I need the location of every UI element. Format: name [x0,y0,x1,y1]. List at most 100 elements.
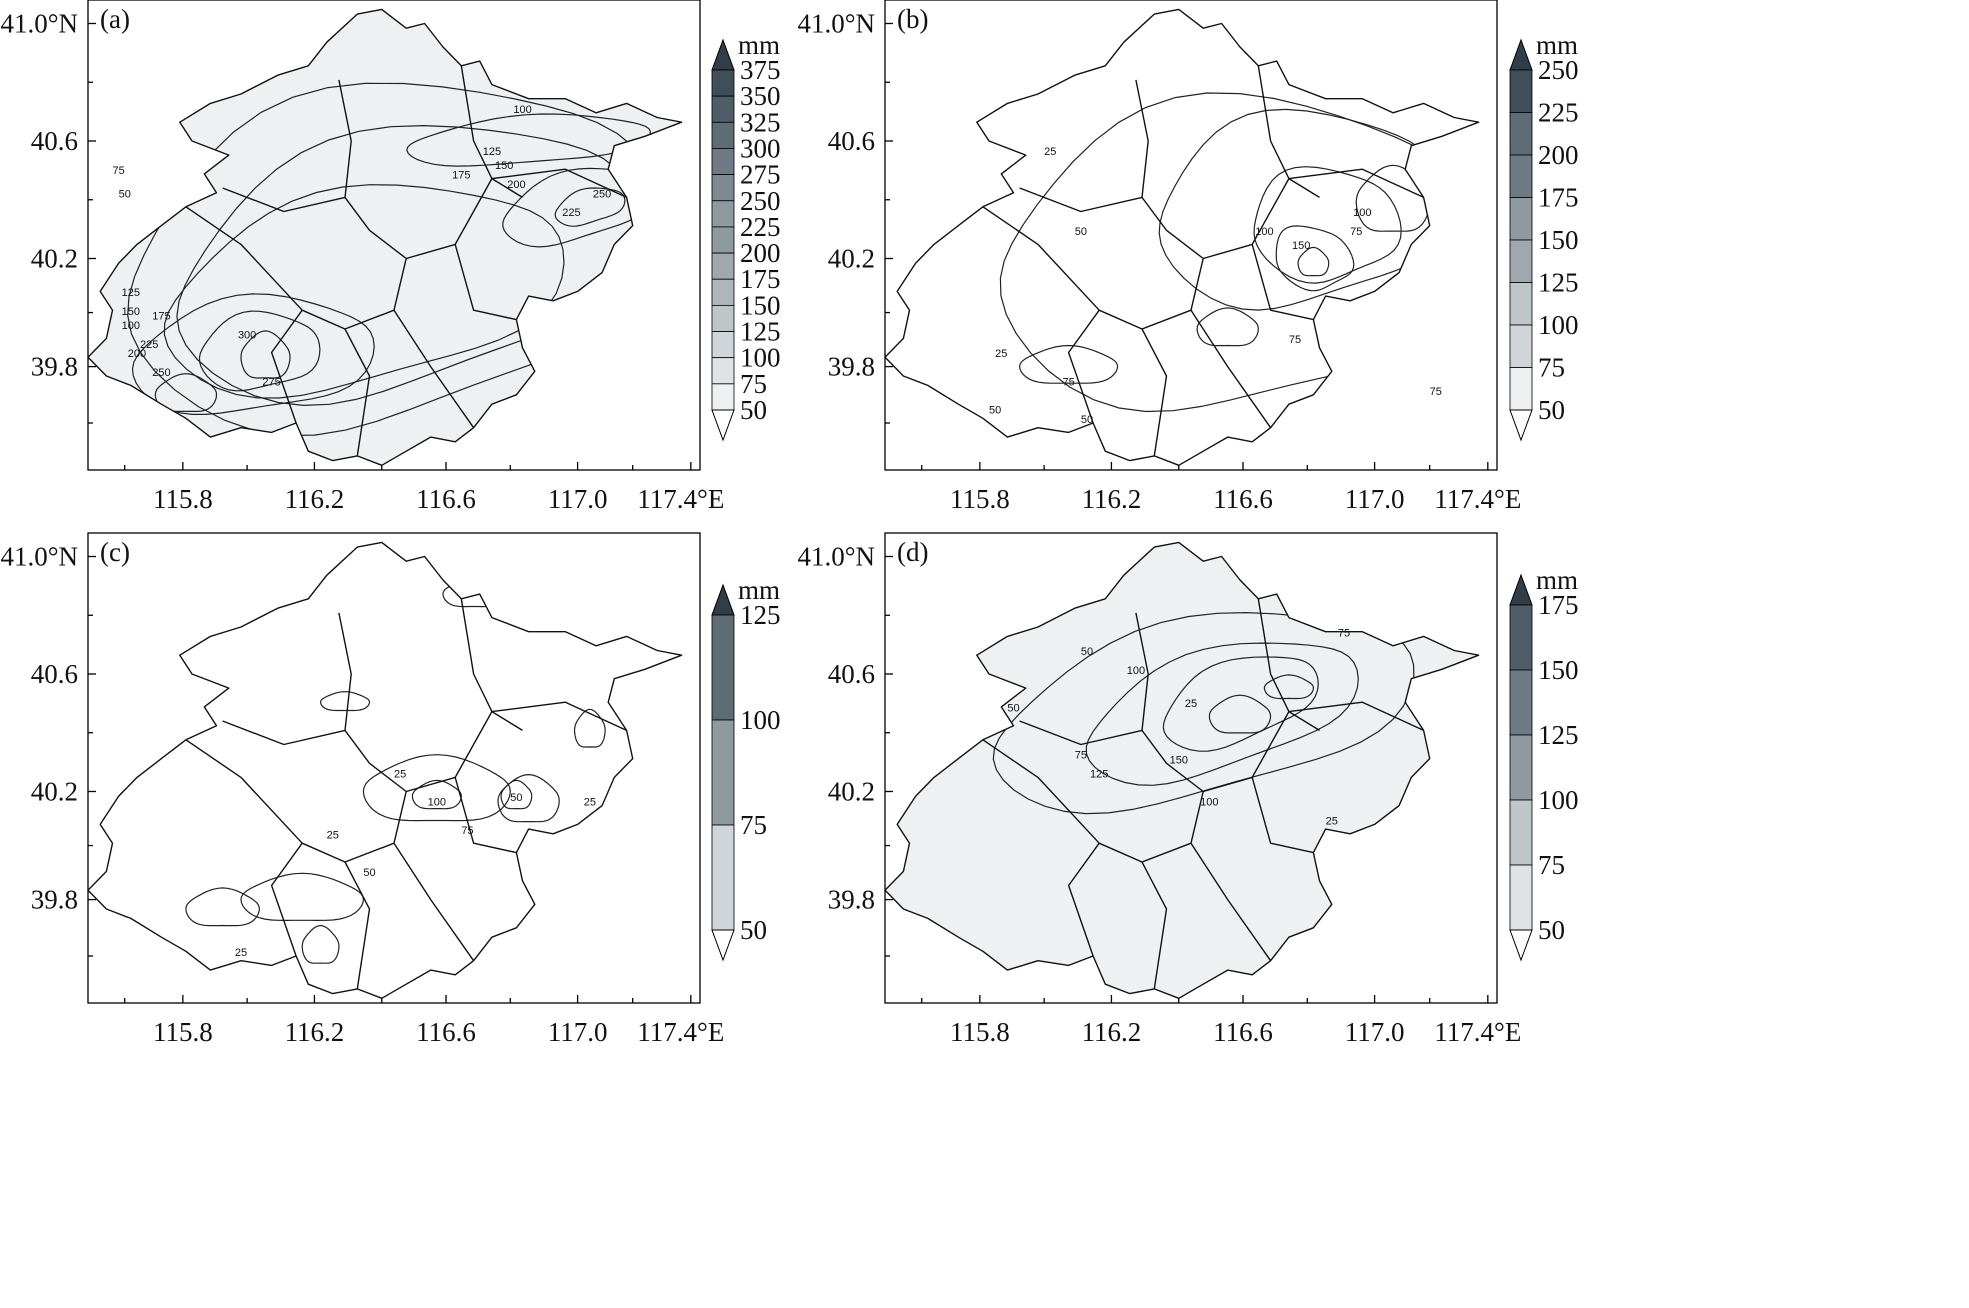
colorbar-label: 125 [1538,268,1579,298]
district-boundary [460,598,523,731]
district-boundary [1067,842,1100,957]
colorbar-swatch [711,278,735,306]
contour-area [240,872,365,922]
district-boundary [491,168,627,199]
panel-label: (d) [897,537,928,567]
colorbar-extend-bottom [1509,929,1533,962]
region-fill [885,542,1479,999]
district-boundary [1190,309,1272,429]
contour-area [198,310,321,392]
district-boundary [1141,328,1168,457]
colorbar-label: 125 [740,600,781,630]
colorbar-swatch [1509,604,1533,671]
contour-label: 300 [238,329,256,341]
colorbar-label: 100 [1538,785,1579,815]
contour-area [573,708,606,748]
contour-area [185,887,261,927]
lat-label: 40.2 [828,244,875,274]
district-boundary [369,178,493,260]
colorbar-label: 75 [740,369,767,399]
colorbar-extend-bottom [711,409,735,442]
district-boundary [338,612,371,764]
colorbar-label: 100 [740,705,781,735]
contour-area [131,293,375,415]
colorbar-swatch [1509,669,1533,736]
contour-label: 250 [593,188,611,200]
colorbar-swatch [711,719,735,826]
colorbar-swatch [711,331,735,359]
colorbar-swatch [711,174,735,202]
contour-label: 50 [363,867,375,879]
contour-area [411,779,462,810]
colorbar-swatch [711,357,735,385]
contour-area [163,184,565,399]
colorbar-label: 250 [1538,55,1579,85]
colorbar-label: 50 [740,915,767,945]
district-boundary [1166,178,1290,260]
contour-label: 50 [119,188,131,200]
colorbar-swatch [1509,734,1533,801]
panel-label: (b) [897,4,928,34]
panel-label: (a) [100,4,130,34]
contour-area [240,330,291,379]
contour-label: 50 [1081,414,1093,426]
colorbar-swatch [1509,324,1533,368]
contour-area [1263,674,1315,700]
colorbar-swatch [711,200,735,228]
contour-label: 150 [495,160,513,172]
contour-label: 125 [483,146,501,158]
contour-label: 100 [513,104,531,116]
district-boundary [393,842,475,962]
contour-label: 250 [152,367,170,379]
colorbar-swatch [711,304,735,332]
contour-label: 25 [327,830,339,842]
lat-label: 40.2 [31,777,78,807]
colorbar-swatch [1509,112,1533,156]
lon-label: 116.6 [1213,1017,1273,1047]
colorbar-swatch [711,383,735,411]
contour-label: 25 [1185,698,1197,710]
contour-area [319,691,371,712]
lat-label: 40.6 [828,659,875,689]
contour-area [1018,344,1119,384]
lat-label: 40.2 [828,777,875,807]
contour-label: 25 [1326,815,1338,827]
precip-shading [992,611,1415,815]
contour-area [1275,225,1355,292]
contour-label: 100 [1353,207,1371,219]
lat-label: 41.0°N [0,542,78,572]
colorbar-extend-bottom [711,929,735,962]
colorbar-label: 175 [1538,183,1579,213]
contour-area [1085,642,1359,786]
lat-label: 40.6 [31,659,78,689]
contour-label: 75 [1338,627,1350,639]
lon-label: 117.0 [1345,484,1405,514]
district-boundary [1019,720,1143,746]
lon-label: 116.6 [416,484,476,514]
lat-label: 40.2 [31,244,78,274]
colorbar: 3753503253002752502252001751501251007550… [711,30,781,442]
colorbar-swatch [1509,69,1533,113]
colorbar-label: 200 [1538,140,1579,170]
contour-label: 75 [1289,334,1301,346]
colorbar-swatch [1509,197,1533,241]
colorbar-label: 100 [1538,310,1579,340]
contour-label: 25 [584,797,596,809]
city-boundary [884,8,1480,466]
contour-label: 150 [1292,240,1310,252]
contour-area [154,373,218,412]
colorbar-swatch [1509,864,1533,931]
colorbar-label: 300 [740,133,781,163]
colorbar-extend-top [711,38,735,71]
colorbar-swatch [711,614,735,721]
contour-area [1162,656,1319,752]
contour-area [1208,694,1272,734]
lat-label: 39.8 [31,885,78,915]
colorbar-swatch [1509,282,1533,326]
lon-label: 117.4°E [637,484,724,514]
district-boundary [1257,598,1320,731]
panel-label: (c) [100,537,130,567]
contour-label: 50 [989,405,1001,417]
district-boundary [301,791,407,863]
contour-area [554,187,626,227]
